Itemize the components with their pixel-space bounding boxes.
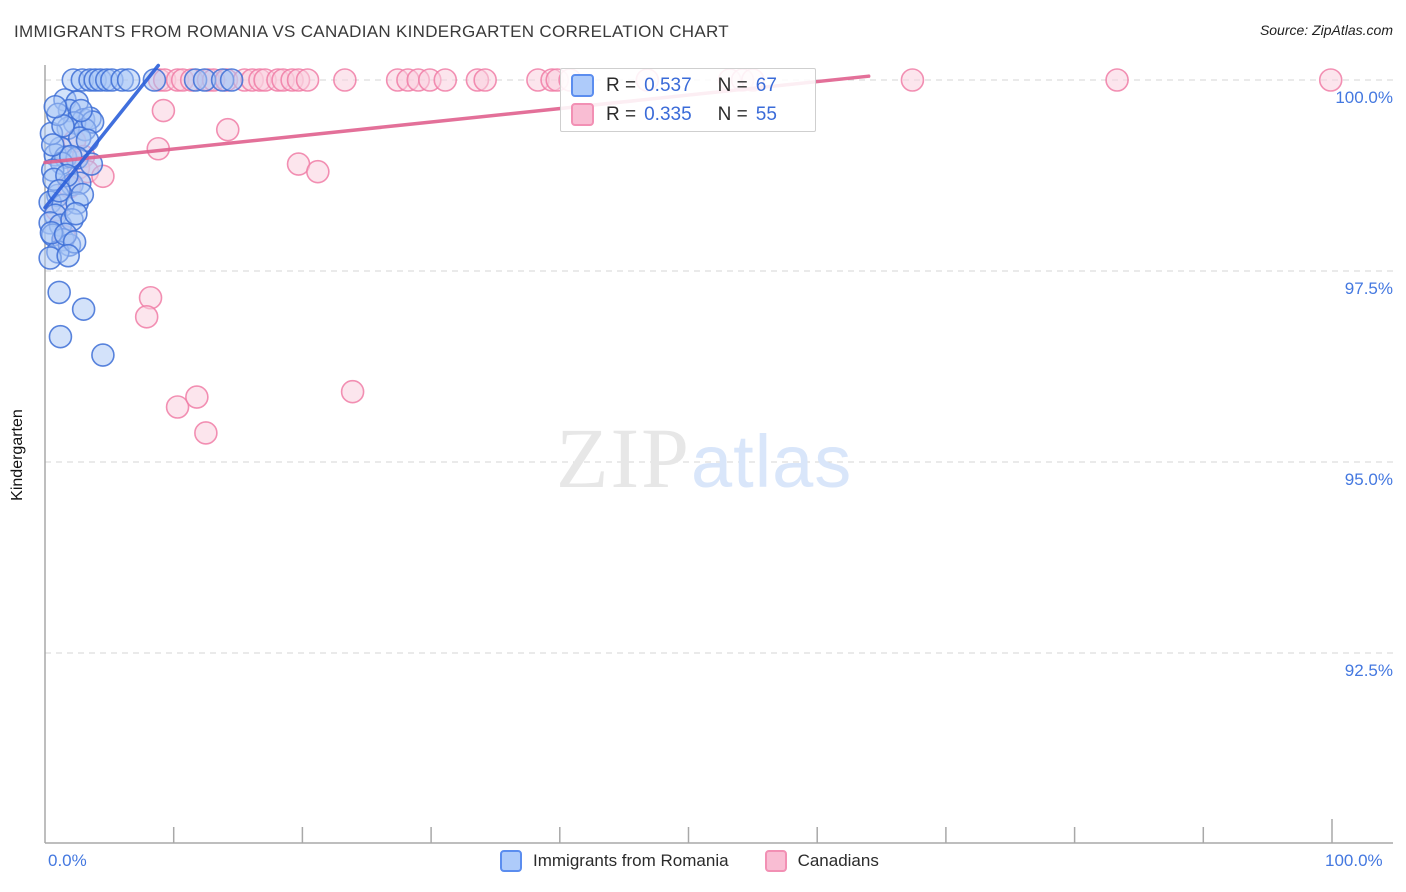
- x-axis-min-label: 0.0%: [48, 851, 87, 870]
- data-point-blue: [71, 297, 96, 322]
- data-point-pink: [194, 421, 218, 445]
- legend-label: Canadians: [797, 851, 879, 870]
- r-value: 0.335: [644, 103, 692, 125]
- data-point-pink: [900, 68, 925, 92]
- y-tick-label: 92.5%: [1344, 661, 1393, 680]
- data-point-pink: [295, 68, 320, 92]
- source-link[interactable]: Source: ZipAtlas.com: [1259, 22, 1393, 38]
- data-point-blue: [69, 98, 93, 123]
- trend-line: [43, 63, 161, 210]
- data-point-blue: [56, 243, 80, 268]
- legend-item-romania[interactable]: Immigrants from Romania: [500, 850, 729, 872]
- data-point-pink: [1105, 68, 1129, 92]
- y-tick-label: 95.0%: [1344, 470, 1393, 489]
- correlation-legend-box: R = 0.537 N = 67 R = 0.335 N = 55: [560, 68, 816, 132]
- data-point-blue: [47, 280, 71, 305]
- x-axis-max-label: 100.0%: [1325, 851, 1383, 870]
- series-legend: Immigrants from Romania Canadians: [500, 850, 879, 872]
- blue-swatch-icon: [571, 74, 594, 97]
- data-point-pink: [333, 68, 357, 92]
- legend-row-canadians: R = 0.335 N = 55: [571, 102, 805, 127]
- page-title: IMMIGRANTS FROM ROMANIA VS CANADIAN KIND…: [14, 22, 729, 41]
- data-point-pink: [138, 285, 163, 310]
- n-label: N =: [717, 74, 748, 96]
- n-label: N =: [717, 103, 748, 125]
- data-point-pink: [185, 385, 209, 409]
- data-point-blue: [48, 324, 73, 349]
- blue-swatch-icon: [500, 850, 522, 872]
- data-point-blue: [91, 343, 115, 367]
- legend-row-romania: R = 0.537 N = 67: [571, 73, 805, 98]
- data-point-blue: [219, 68, 244, 92]
- pink-swatch-icon: [571, 103, 594, 126]
- r-value: 0.537: [644, 74, 692, 96]
- data-point-pink: [151, 98, 176, 123]
- data-point-pink: [165, 395, 190, 419]
- data-point-pink: [1318, 68, 1343, 92]
- data-point-blue: [43, 94, 68, 119]
- pink-swatch-icon: [764, 850, 787, 872]
- data-point-pink: [306, 159, 330, 184]
- data-point-pink: [433, 68, 458, 92]
- data-point-blue: [64, 201, 88, 226]
- data-point-blue: [116, 68, 141, 92]
- n-value: 67: [755, 74, 777, 96]
- y-axis-title: Kindergarten: [9, 409, 26, 501]
- data-point-blue: [40, 133, 65, 157]
- y-tick-label: 100.0%: [1335, 88, 1393, 107]
- legend-label: Immigrants from Romania: [533, 851, 729, 870]
- data-point-pink: [340, 379, 365, 404]
- data-point-pink: [215, 117, 240, 142]
- legend-item-canadians[interactable]: Canadians: [764, 850, 879, 872]
- r-label: R =: [606, 103, 637, 125]
- data-point-pink: [134, 305, 159, 329]
- n-value: 55: [755, 103, 777, 125]
- r-label: R =: [606, 74, 637, 96]
- data-point-pink: [473, 68, 497, 92]
- y-tick-label: 97.5%: [1344, 279, 1393, 298]
